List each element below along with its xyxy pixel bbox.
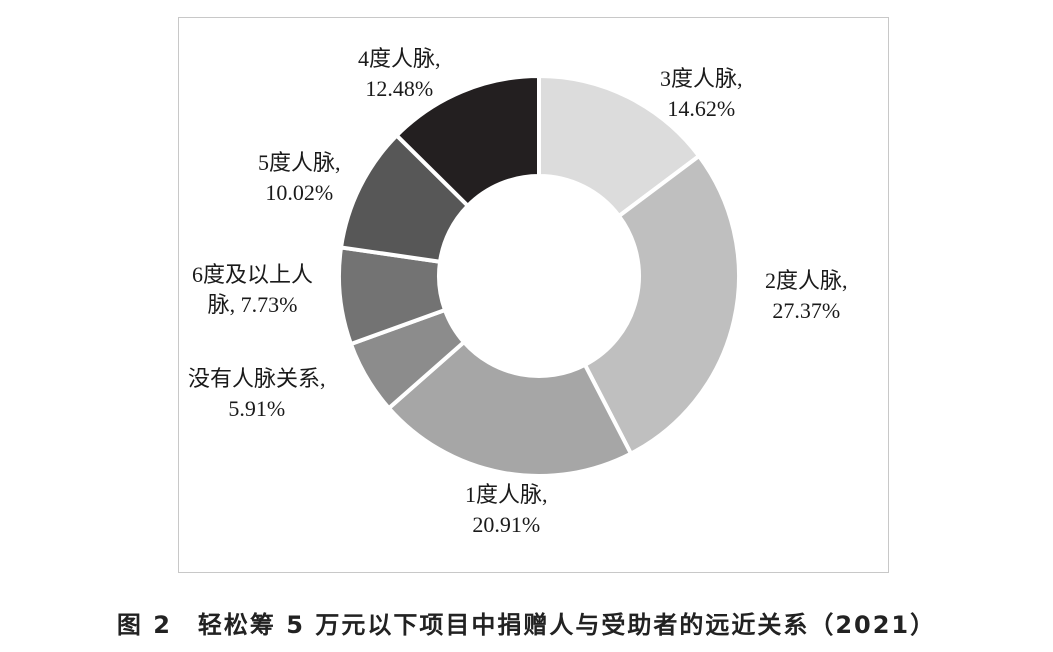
donut-slice-6 [393, 73, 541, 209]
slice-label-none: 没有人脉关系, 5.91% [188, 366, 326, 421]
donut-slice-1 [582, 153, 741, 457]
slice-label-5: 5度人脉, 10.02% [258, 150, 341, 205]
donut-slice-2 [386, 339, 634, 478]
slice-label-2: 2度人脉, 27.37% [765, 268, 848, 323]
slice-label-4: 4度人脉, 12.48% [358, 46, 441, 101]
figure-caption: 图 2 轻松筹 5 万元以下项目中捐赠人与受助者的远近关系（2021） [116, 611, 937, 639]
chart-frame [178, 17, 889, 573]
slice-label-6plus: 6度及以上人 脉, 7.73% [192, 262, 314, 317]
slice-label-3: 3度人脉, 14.62% [660, 66, 743, 121]
slice-label-1: 1度人脉, 20.91% [465, 482, 548, 537]
